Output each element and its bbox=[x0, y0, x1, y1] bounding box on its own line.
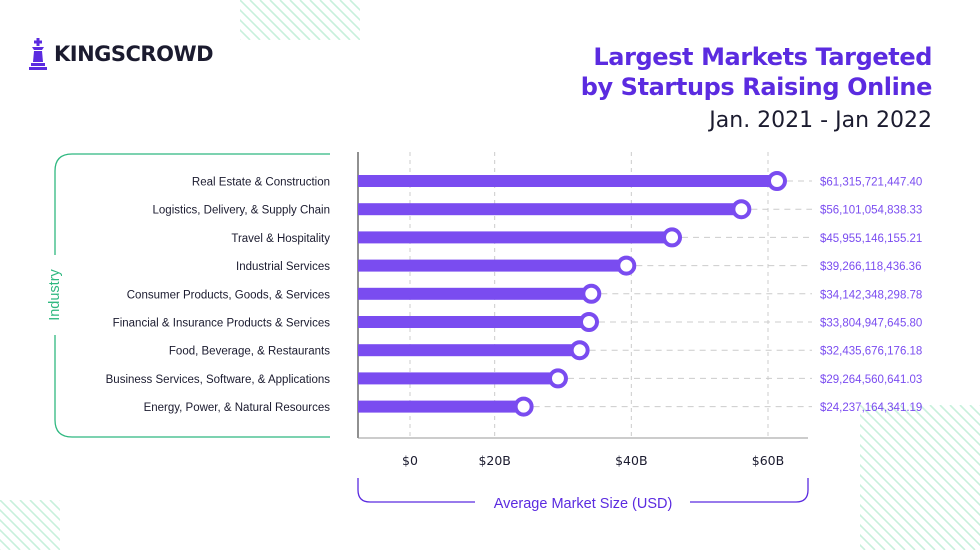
decorative-stripe bbox=[0, 499, 31, 550]
decorative-stripe bbox=[0, 499, 51, 550]
bar-end-dot bbox=[616, 255, 637, 276]
bar bbox=[358, 203, 742, 216]
bar-end-dot bbox=[547, 368, 568, 389]
decorative-stripe bbox=[259, 0, 301, 41]
data-label: $61,315,721,447.40 bbox=[820, 177, 922, 189]
category-label: Real Estate & Construction bbox=[192, 177, 330, 189]
decorative-stripe bbox=[839, 404, 980, 550]
x-tick-label: $60B bbox=[752, 453, 784, 468]
data-label: $29,264,560,641.03 bbox=[820, 374, 922, 386]
bar-end-dot bbox=[569, 340, 590, 361]
category-label: Logistics, Delivery, & Supply Chain bbox=[153, 205, 330, 217]
y-axis-title: Industry bbox=[47, 268, 63, 320]
decorative-stripe bbox=[299, 0, 341, 41]
category-label: Financial & Insurance Products & Service… bbox=[113, 318, 331, 330]
category-label: Travel & Hospitality bbox=[231, 233, 330, 245]
decorative-stripe bbox=[279, 0, 321, 41]
x-tick-label: $20B bbox=[478, 453, 510, 468]
decorative-stripe bbox=[919, 404, 980, 550]
chart-title-block: Largest Markets Targeted by Startups Rai… bbox=[580, 42, 933, 138]
x-tick-label: $0 bbox=[402, 453, 418, 468]
chess-king-icon bbox=[29, 38, 47, 70]
decorative-stripe bbox=[899, 404, 980, 550]
data-label: $45,955,146,155.21 bbox=[820, 233, 922, 245]
decorative-stripe bbox=[869, 404, 980, 550]
data-label: $56,101,054,838.33 bbox=[820, 205, 922, 217]
bar-end-dot bbox=[513, 396, 534, 417]
bar bbox=[358, 400, 524, 413]
chart-title-line-1: Largest Markets Targeted bbox=[593, 43, 932, 71]
bar-end-dot bbox=[579, 312, 600, 332]
bar-end-dot bbox=[662, 227, 683, 248]
category-label: Energy, Power, & Natural Resources bbox=[144, 402, 331, 414]
category-label: Industrial Services bbox=[236, 261, 330, 273]
x-axis-bracket-left bbox=[357, 478, 475, 503]
decorative-stripe bbox=[909, 404, 980, 550]
decorative-stripe bbox=[0, 499, 11, 550]
bar-end-dot bbox=[731, 199, 752, 220]
data-label: $34,142,348,298.78 bbox=[820, 289, 922, 301]
x-axis-bracket-right bbox=[690, 478, 809, 503]
bar bbox=[358, 259, 627, 272]
data-label: $39,266,118,436.36 bbox=[820, 261, 921, 273]
decorative-stripe bbox=[239, 0, 281, 41]
decorative-stripe bbox=[9, 499, 61, 550]
bar bbox=[358, 316, 590, 328]
data-label: $32,435,676,176.18 bbox=[820, 346, 922, 358]
chart-title-line-2: by Startups Raising Online bbox=[580, 73, 933, 101]
decorative-stripe bbox=[289, 0, 331, 41]
decorative-stripe bbox=[0, 499, 21, 550]
y-axis-bracket-bottom bbox=[54, 335, 330, 438]
brand-logo: KINGSCROWD bbox=[28, 38, 214, 70]
decorative-stripe bbox=[249, 0, 291, 41]
bar bbox=[358, 287, 592, 300]
decorative-stripe bbox=[929, 404, 980, 550]
decorative-stripe bbox=[879, 404, 980, 550]
bar bbox=[358, 372, 558, 385]
y-axis-bracket-top bbox=[54, 153, 330, 255]
decorative-stripe bbox=[949, 404, 980, 550]
x-axis-title: Average Market Size (USD) bbox=[494, 496, 673, 512]
data-label: $24,237,164,341.19 bbox=[820, 402, 922, 414]
bar-end-dot bbox=[766, 171, 787, 191]
data-label: $33,804,947,645.80 bbox=[820, 318, 922, 330]
brand-name: KINGSCROWD bbox=[54, 42, 214, 66]
decorative-stripe bbox=[939, 404, 980, 550]
decorative-stripe bbox=[319, 0, 361, 41]
decorative-stripe bbox=[849, 404, 980, 550]
decorative-stripe bbox=[0, 499, 41, 550]
category-label: Business Services, Software, & Applicati… bbox=[106, 374, 331, 386]
bar bbox=[358, 344, 580, 357]
decorative-stripe bbox=[889, 404, 980, 550]
bar bbox=[358, 175, 777, 187]
bar bbox=[358, 231, 673, 244]
x-tick-label: $40B bbox=[615, 453, 647, 468]
chart-subtitle: Jan. 2021 - Jan 2022 bbox=[709, 108, 932, 133]
category-label: Consumer Products, Goods, & Services bbox=[127, 289, 330, 301]
category-label: Food, Beverage, & Restaurants bbox=[169, 346, 330, 358]
decorative-stripe bbox=[269, 0, 311, 41]
bar-end-dot bbox=[581, 283, 602, 304]
decorative-stripe bbox=[859, 404, 980, 550]
decorative-stripe bbox=[309, 0, 351, 41]
